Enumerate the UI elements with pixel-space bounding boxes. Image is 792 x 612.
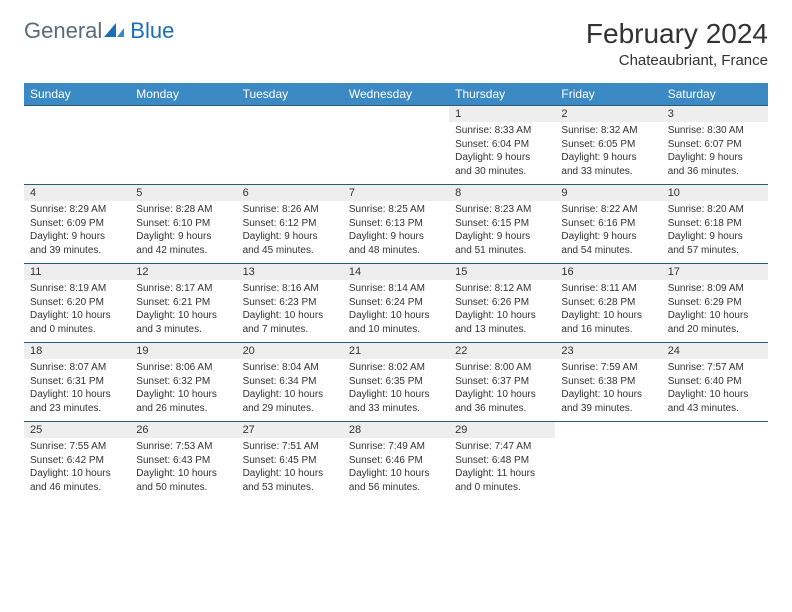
day-number: 17 (662, 264, 768, 281)
day-number: 22 (449, 343, 555, 360)
day-content: Sunrise: 8:26 AMSunset: 6:12 PMDaylight:… (237, 201, 343, 264)
day-content: Sunrise: 8:06 AMSunset: 6:32 PMDaylight:… (130, 359, 236, 422)
day-number: 6 (237, 185, 343, 202)
day-content: Sunrise: 8:33 AMSunset: 6:04 PMDaylight:… (449, 122, 555, 185)
logo-triangle-icon (102, 21, 128, 41)
day-number: 5 (130, 185, 236, 202)
day-content: Sunrise: 8:07 AMSunset: 6:31 PMDaylight:… (24, 359, 130, 422)
day-content: Sunrise: 8:00 AMSunset: 6:37 PMDaylight:… (449, 359, 555, 422)
month-title: February 2024 (586, 18, 768, 50)
empty-cell (237, 122, 343, 185)
empty-cell (130, 106, 236, 123)
content-row: Sunrise: 8:07 AMSunset: 6:31 PMDaylight:… (24, 359, 768, 422)
day-content: Sunrise: 8:20 AMSunset: 6:18 PMDaylight:… (662, 201, 768, 264)
day-number: 10 (662, 185, 768, 202)
day-number: 16 (555, 264, 661, 281)
day-content: Sunrise: 7:47 AMSunset: 6:48 PMDaylight:… (449, 438, 555, 500)
day-number: 3 (662, 106, 768, 123)
logo-text-general: General (24, 18, 102, 44)
day-number: 19 (130, 343, 236, 360)
day-number: 25 (24, 422, 130, 439)
day-number: 23 (555, 343, 661, 360)
content-row: Sunrise: 8:29 AMSunset: 6:09 PMDaylight:… (24, 201, 768, 264)
day-content: Sunrise: 7:53 AMSunset: 6:43 PMDaylight:… (130, 438, 236, 500)
day-number: 26 (130, 422, 236, 439)
daynum-row: 18192021222324 (24, 343, 768, 360)
day-content: Sunrise: 8:17 AMSunset: 6:21 PMDaylight:… (130, 280, 236, 343)
day-number: 1 (449, 106, 555, 123)
day-content: Sunrise: 8:14 AMSunset: 6:24 PMDaylight:… (343, 280, 449, 343)
day-number: 29 (449, 422, 555, 439)
day-content: Sunrise: 8:11 AMSunset: 6:28 PMDaylight:… (555, 280, 661, 343)
day-content: Sunrise: 8:02 AMSunset: 6:35 PMDaylight:… (343, 359, 449, 422)
daynum-row: 11121314151617 (24, 264, 768, 281)
header: General Blue February 2024 Chateaubriant… (24, 18, 768, 69)
day-content: Sunrise: 7:57 AMSunset: 6:40 PMDaylight:… (662, 359, 768, 422)
day-content: Sunrise: 7:49 AMSunset: 6:46 PMDaylight:… (343, 438, 449, 500)
day-content: Sunrise: 8:28 AMSunset: 6:10 PMDaylight:… (130, 201, 236, 264)
day-header: Tuesday (237, 83, 343, 106)
day-content: Sunrise: 7:55 AMSunset: 6:42 PMDaylight:… (24, 438, 130, 500)
empty-cell (662, 438, 768, 500)
day-content: Sunrise: 8:09 AMSunset: 6:29 PMDaylight:… (662, 280, 768, 343)
day-number: 11 (24, 264, 130, 281)
day-number: 27 (237, 422, 343, 439)
day-number: 8 (449, 185, 555, 202)
day-content: Sunrise: 8:32 AMSunset: 6:05 PMDaylight:… (555, 122, 661, 185)
day-number: 2 (555, 106, 661, 123)
content-row: Sunrise: 8:33 AMSunset: 6:04 PMDaylight:… (24, 122, 768, 185)
day-content: Sunrise: 7:59 AMSunset: 6:38 PMDaylight:… (555, 359, 661, 422)
day-number: 24 (662, 343, 768, 360)
location: Chateaubriant, France (586, 52, 768, 69)
empty-cell (24, 122, 130, 185)
empty-cell (24, 106, 130, 123)
day-content: Sunrise: 8:23 AMSunset: 6:15 PMDaylight:… (449, 201, 555, 264)
day-content: Sunrise: 8:25 AMSunset: 6:13 PMDaylight:… (343, 201, 449, 264)
day-number: 7 (343, 185, 449, 202)
day-content: Sunrise: 8:19 AMSunset: 6:20 PMDaylight:… (24, 280, 130, 343)
day-number: 13 (237, 264, 343, 281)
day-content: Sunrise: 8:04 AMSunset: 6:34 PMDaylight:… (237, 359, 343, 422)
empty-cell (555, 438, 661, 500)
empty-cell (662, 422, 768, 439)
day-content: Sunrise: 8:30 AMSunset: 6:07 PMDaylight:… (662, 122, 768, 185)
daynum-row: 2526272829 (24, 422, 768, 439)
day-header: Thursday (449, 83, 555, 106)
daynum-row: 123 (24, 106, 768, 123)
day-header: Sunday (24, 83, 130, 106)
empty-cell (343, 122, 449, 185)
daynum-row: 45678910 (24, 185, 768, 202)
day-number: 28 (343, 422, 449, 439)
day-content: Sunrise: 8:16 AMSunset: 6:23 PMDaylight:… (237, 280, 343, 343)
day-number: 15 (449, 264, 555, 281)
day-number: 12 (130, 264, 236, 281)
day-header: Wednesday (343, 83, 449, 106)
empty-cell (343, 106, 449, 123)
day-content: Sunrise: 7:51 AMSunset: 6:45 PMDaylight:… (237, 438, 343, 500)
day-header: Friday (555, 83, 661, 106)
calendar-table: SundayMondayTuesdayWednesdayThursdayFrid… (24, 83, 768, 500)
day-header-row: SundayMondayTuesdayWednesdayThursdayFrid… (24, 83, 768, 106)
day-content: Sunrise: 8:22 AMSunset: 6:16 PMDaylight:… (555, 201, 661, 264)
day-number: 18 (24, 343, 130, 360)
empty-cell (237, 106, 343, 123)
day-number: 14 (343, 264, 449, 281)
title-block: February 2024 Chateaubriant, France (586, 18, 768, 69)
day-header: Saturday (662, 83, 768, 106)
logo-text-blue: Blue (130, 18, 174, 44)
day-content: Sunrise: 8:12 AMSunset: 6:26 PMDaylight:… (449, 280, 555, 343)
day-number: 9 (555, 185, 661, 202)
day-content: Sunrise: 8:29 AMSunset: 6:09 PMDaylight:… (24, 201, 130, 264)
empty-cell (130, 122, 236, 185)
logo: General Blue (24, 18, 174, 44)
content-row: Sunrise: 7:55 AMSunset: 6:42 PMDaylight:… (24, 438, 768, 500)
day-header: Monday (130, 83, 236, 106)
day-number: 20 (237, 343, 343, 360)
day-number: 21 (343, 343, 449, 360)
empty-cell (555, 422, 661, 439)
day-number: 4 (24, 185, 130, 202)
content-row: Sunrise: 8:19 AMSunset: 6:20 PMDaylight:… (24, 280, 768, 343)
